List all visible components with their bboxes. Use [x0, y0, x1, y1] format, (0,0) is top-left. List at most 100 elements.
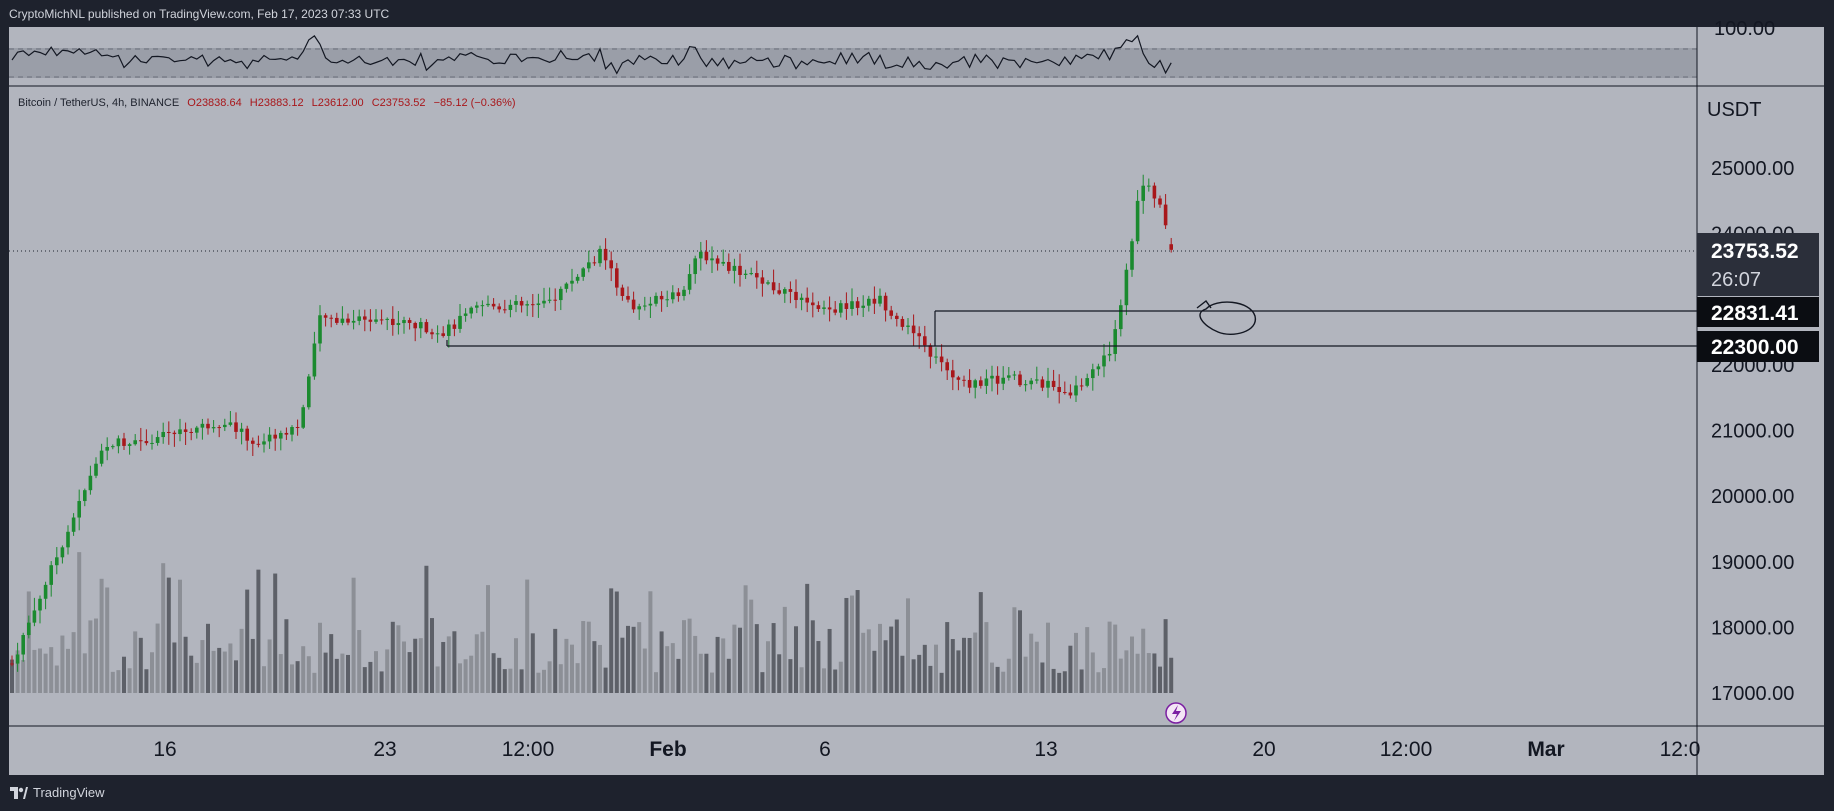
oscillator-axis-label: 100.00: [1714, 18, 1775, 40]
volume-bar: [94, 618, 98, 693]
candle-body: [1001, 377, 1005, 384]
volume-bar: [10, 659, 14, 693]
candle-body: [1046, 380, 1050, 388]
candle-body: [60, 547, 65, 558]
volume-bar: [66, 648, 70, 693]
volume-bar: [732, 624, 737, 693]
volume-bar: [889, 626, 894, 693]
candle-body: [144, 441, 149, 444]
volume-bar: [525, 579, 530, 693]
volume-bar: [598, 644, 602, 693]
volume-bar: [704, 653, 709, 693]
volume-bar: [469, 655, 474, 693]
candle-body: [284, 432, 289, 435]
volume-bar: [1130, 636, 1134, 693]
volume-bar: [206, 623, 210, 693]
last-price-label[interactable]: 23753.52 26:07: [1697, 233, 1819, 296]
hand-drawn-circle[interactable]: [1196, 299, 1256, 335]
lightning-icon[interactable]: [1165, 702, 1187, 724]
time-tick-label: 12:0: [1660, 738, 1701, 761]
volume-bar: [945, 622, 950, 693]
candle-body: [262, 441, 266, 445]
candle-body: [447, 324, 451, 336]
volume-bar: [648, 591, 653, 693]
candle-body: [939, 356, 944, 363]
volume-bar: [939, 672, 944, 693]
volume-bar: [844, 597, 849, 693]
candle-body: [458, 315, 462, 329]
candle-body: [990, 375, 994, 379]
volume-bar: [183, 636, 188, 693]
volume-bar: [626, 625, 630, 693]
time-tick-label: Feb: [649, 738, 686, 761]
level-lower-label[interactable]: 22300.00: [1697, 331, 1819, 362]
legend-close: C23753.52: [372, 97, 426, 109]
candle-body: [788, 289, 793, 292]
candle-body: [279, 432, 283, 439]
volume-bar: [934, 644, 938, 693]
candle-body: [1152, 185, 1157, 199]
candle-body: [1096, 366, 1101, 370]
volume-bar: [1118, 658, 1123, 693]
candle-body: [923, 336, 927, 346]
volume-bar: [553, 628, 558, 693]
volume-bar: [200, 640, 205, 693]
support-zone[interactable]: [446, 310, 1697, 347]
candle-body: [167, 431, 171, 433]
volume-bar: [631, 626, 636, 693]
candle-body: [77, 501, 81, 518]
volume-bar: [306, 656, 311, 693]
volume-bar: [497, 657, 502, 693]
volume-bar: [805, 583, 810, 693]
candle-body: [290, 427, 294, 435]
candle-body: [228, 422, 233, 425]
volume-bar: [850, 595, 854, 693]
volume-bar: [1062, 671, 1067, 693]
tradingview-logo[interactable]: TradingView: [10, 785, 105, 800]
volume-bar: [491, 653, 496, 693]
candle-body: [626, 295, 630, 300]
candle-body: [1051, 380, 1056, 387]
candle-body: [189, 431, 193, 433]
volume-bar: [430, 618, 434, 693]
volume-bar: [642, 648, 647, 693]
level-upper-label[interactable]: 22831.41: [1697, 297, 1819, 327]
volume-bar: [54, 665, 59, 693]
volume-bar: [1096, 672, 1101, 693]
candle-body: [833, 309, 837, 313]
volume-bar: [49, 647, 54, 693]
candles: [10, 174, 1173, 672]
volume-bar: [878, 623, 882, 693]
volume-bar: [1102, 668, 1106, 693]
volume-bar: [1169, 657, 1174, 693]
candle-body: [38, 598, 42, 611]
candle-body: [631, 299, 636, 310]
volume-bar: [586, 621, 591, 693]
candle-body: [732, 265, 737, 271]
candle-body: [396, 323, 401, 326]
volume-bar: [592, 641, 597, 693]
candle-body: [1113, 329, 1117, 354]
volume-bar: [374, 651, 378, 693]
volume-bar: [900, 655, 905, 693]
candle-body: [49, 565, 53, 585]
volume-bar: [1079, 669, 1084, 693]
candle-body: [827, 307, 832, 310]
candle-body: [895, 315, 899, 319]
volume-bar: [1034, 641, 1039, 693]
volume-bar: [906, 598, 910, 693]
volume-bar: [777, 654, 782, 693]
level-lower-box: [1697, 331, 1819, 362]
volume-bar: [502, 669, 507, 693]
candle-body: [245, 428, 249, 441]
candle-body: [217, 427, 221, 429]
volume-bar: [166, 577, 171, 693]
volume-bar: [917, 654, 922, 693]
chart-frame[interactable]: [9, 27, 1824, 775]
candle-body: [435, 333, 440, 335]
volume-bar: [822, 668, 826, 693]
candle-body: [906, 325, 910, 327]
volume-bar: [318, 622, 322, 693]
volume-bar: [250, 638, 255, 693]
